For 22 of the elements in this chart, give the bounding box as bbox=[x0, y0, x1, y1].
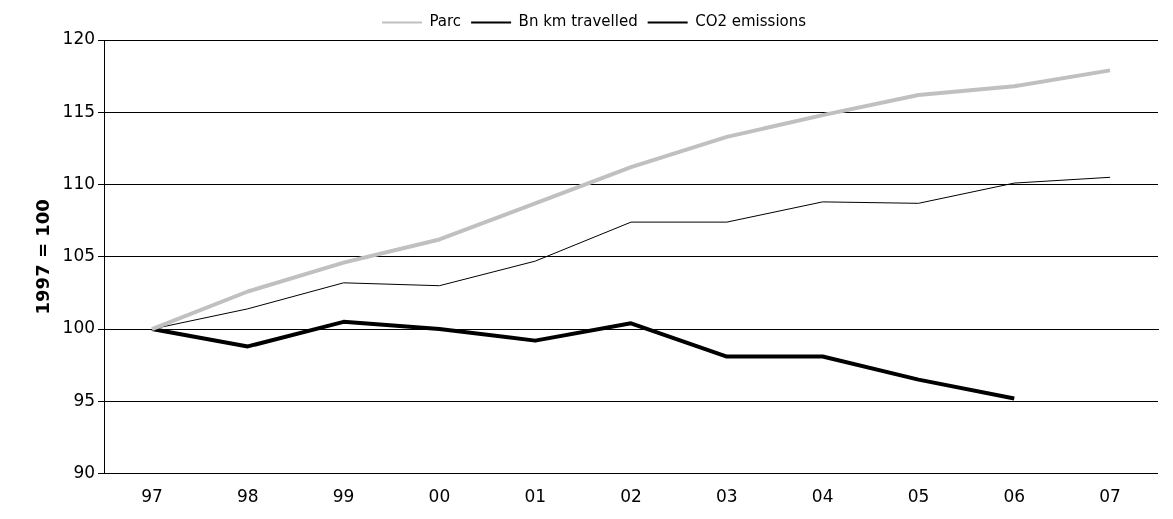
x-tick-label: 97 bbox=[141, 486, 163, 507]
x-tick-label: 07 bbox=[1099, 486, 1121, 507]
x-tick-label: 98 bbox=[236, 486, 259, 507]
x-tick-label: 05 bbox=[907, 486, 930, 507]
x-tick-label: 99 bbox=[332, 486, 355, 507]
x-tick-label: 00 bbox=[428, 486, 451, 507]
y-tick-label: 105 bbox=[62, 245, 96, 266]
legend-label: Parc bbox=[429, 12, 462, 31]
y-tick-label: 95 bbox=[73, 389, 96, 410]
x-tick-label: 02 bbox=[620, 486, 642, 507]
y-tick-label: 120 bbox=[62, 28, 96, 49]
y-tick-label: 100 bbox=[62, 317, 96, 338]
x-tick-label: 04 bbox=[811, 486, 834, 507]
legend-label: Bn km travelled bbox=[518, 12, 638, 31]
y-tick-label: 115 bbox=[62, 100, 96, 121]
x-tick-label: 01 bbox=[524, 486, 547, 507]
legend-label: CO2 emissions bbox=[695, 12, 807, 31]
y-axis-title: 1997 = 100 bbox=[32, 199, 54, 315]
x-tick-label: 03 bbox=[716, 486, 738, 507]
y-tick-label: 90 bbox=[73, 462, 96, 483]
y-tick-label: 110 bbox=[62, 172, 96, 193]
x-tick-label: 06 bbox=[1003, 486, 1026, 507]
